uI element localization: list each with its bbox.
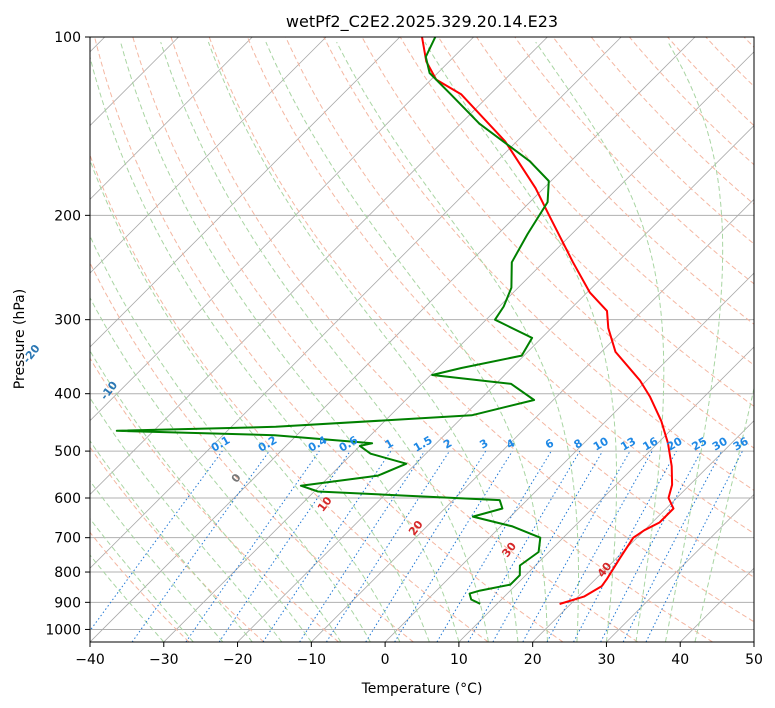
x-tick-label: 30	[597, 652, 615, 668]
moist-adiabat-line	[694, 386, 754, 642]
moist-adiabat-line	[90, 158, 401, 642]
dry-adiabat-line	[90, 531, 190, 642]
y-tick-label: 1000	[45, 622, 81, 638]
isotherm-line	[90, 37, 327, 274]
x-tick-label: −30	[149, 652, 179, 668]
isotherm-line	[384, 272, 754, 642]
x-tick-label: 0	[381, 652, 390, 668]
dry-adiabat-line	[208, 37, 754, 623]
x-tick-label: 40	[671, 652, 689, 668]
y-tick-label: 100	[54, 30, 81, 46]
mixing-ratio-line	[645, 450, 743, 642]
moist-adiabat-line	[120, 41, 460, 642]
dry-adiabat-line	[90, 261, 414, 642]
isotherm-line	[532, 420, 754, 642]
isotherm-line	[90, 37, 622, 569]
isotherm-line	[90, 37, 548, 496]
dry-adiabat-line	[285, 37, 754, 535]
mixing-ratio-line	[90, 450, 223, 632]
moist-adiabat-line	[424, 41, 618, 642]
x-axis-label: Temperature (°C)	[361, 681, 483, 697]
isotherm-line	[163, 51, 754, 642]
y-tick-label: 200	[54, 208, 81, 224]
mixing-ratio-line	[573, 450, 677, 642]
y-tick-label: 900	[54, 595, 81, 611]
moist-adiabat-line	[265, 41, 548, 642]
moist-adiabat-line	[90, 349, 312, 642]
profile-lines	[115, 37, 675, 605]
profile-series-line	[421, 37, 675, 605]
dry-adiabat-line	[94, 37, 564, 642]
isotherm-line	[90, 37, 253, 200]
moist-adiabat-line	[160, 41, 489, 642]
y-tick-label: 400	[54, 387, 81, 403]
y-tick-label: 300	[54, 313, 81, 329]
dry-adiabat-line	[437, 37, 754, 366]
dry-adiabat-line	[323, 37, 754, 492]
y-axis-label: Pressure (hPa)	[12, 289, 28, 389]
dry-adiabat-line	[170, 37, 713, 642]
x-tick-label: −10	[297, 652, 327, 668]
isotherm-line	[237, 124, 754, 642]
y-tick-label: 800	[54, 565, 81, 581]
moist-adiabat-line	[90, 479, 224, 642]
profile-series-line	[115, 37, 550, 605]
dry-adiabat-line	[90, 446, 265, 642]
mixing-ratio-line	[131, 450, 270, 642]
dry-adiabat-line	[90, 357, 339, 642]
isotherm-line	[90, 37, 401, 348]
isotherm-line	[90, 37, 474, 422]
axes: −40 −30 −20 −10 0 10 20 30 40 50 1000 900 800 700 600 5…	[45, 30, 763, 668]
isotherm-line	[458, 346, 754, 642]
dry-adiabat-line	[132, 37, 639, 642]
mixing-ratio-line	[394, 450, 513, 642]
y-tick-label: 600	[54, 491, 81, 507]
x-tick-label: −40	[75, 652, 105, 668]
moist-adiabat-line	[336, 41, 579, 642]
moist-adiabat-line	[665, 41, 724, 642]
isotherm-line	[606, 493, 754, 642]
y-tick-label: 700	[54, 531, 81, 547]
isotherm-line	[90, 37, 696, 642]
chart-title: wetPf2_C2E2.2025.329.20.14.E23	[286, 12, 558, 32]
moist-adiabat-line	[207, 41, 519, 642]
moist-adiabat-line	[90, 55, 430, 642]
mixing-ratio-line	[185, 450, 320, 642]
x-tick-label: −20	[223, 652, 253, 668]
dry-adiabat-line	[90, 153, 489, 642]
x-tick-label: 20	[524, 652, 542, 668]
mixing-ratio-line	[218, 450, 351, 642]
moist-adiabat-line	[535, 41, 665, 642]
mixing-ratio-line	[325, 450, 450, 642]
plot-frame	[89, 36, 755, 643]
mixing-ratio-line	[522, 450, 631, 642]
moist-adiabat-line	[90, 440, 253, 642]
x-tick-label: 10	[450, 652, 468, 668]
moist-adiabat-line	[90, 234, 371, 642]
moist-adiabat-line	[90, 296, 342, 642]
moist-adiabat-line	[90, 397, 283, 642]
dry-adiabat-line	[514, 37, 754, 285]
mixing-ratio-line	[546, 450, 653, 642]
x-tick-label: 50	[745, 652, 763, 668]
dry-adiabat-line	[361, 37, 754, 449]
y-tick-label: 500	[54, 444, 81, 460]
